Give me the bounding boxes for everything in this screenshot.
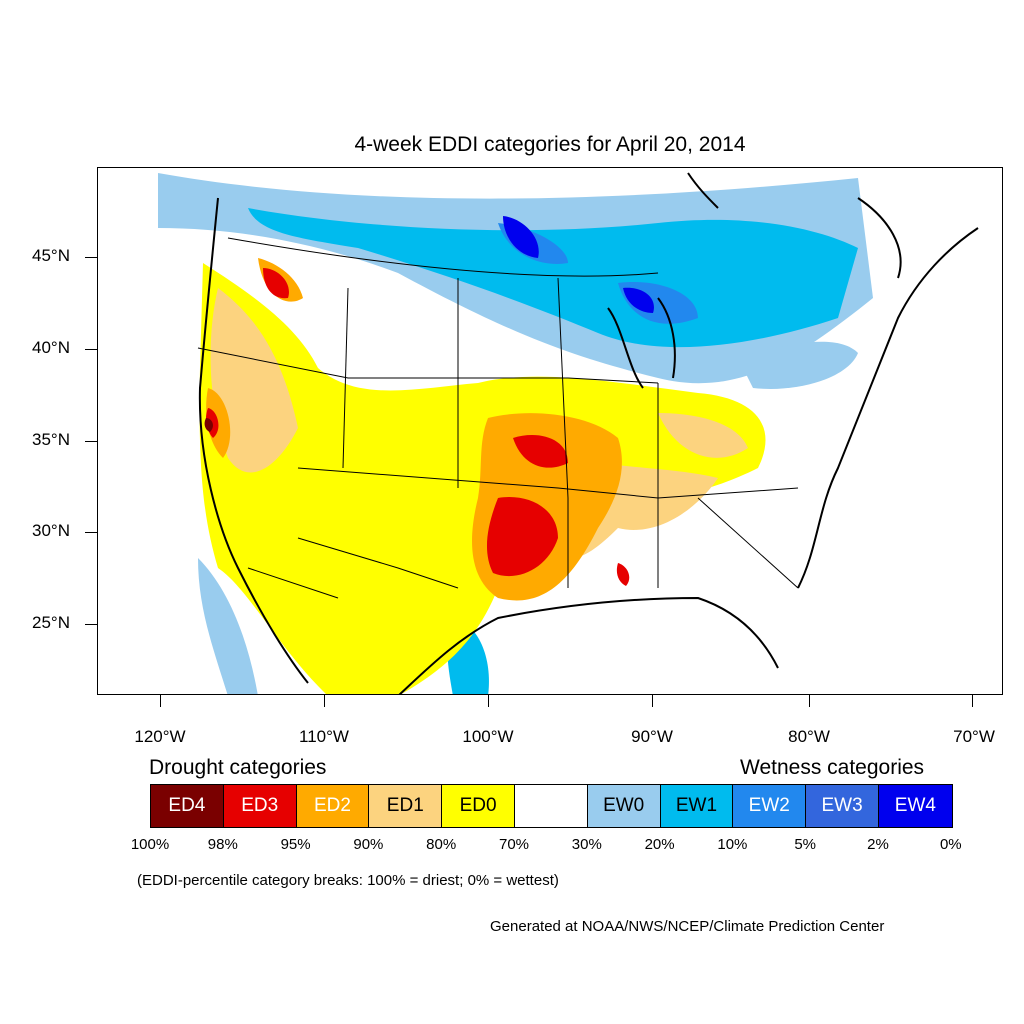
coastline (198, 172, 979, 694)
y-tick-label: 30°N (32, 521, 70, 540)
legend-break-label: 70% (498, 836, 530, 853)
legend-break-label: 100% (130, 836, 170, 853)
legend-break-label: 10% (717, 836, 748, 853)
legend-break-label: 90% (353, 836, 384, 853)
ed4-region (204, 418, 213, 432)
map-panel (97, 167, 1003, 695)
x-tick (972, 695, 973, 707)
legend-box-ed3: ED3 (223, 785, 297, 827)
legend-break-label: 5% (794, 836, 817, 853)
legend-box-ew3: EW3 (806, 785, 879, 827)
y-tick (85, 257, 97, 258)
y-tick (85, 349, 97, 350)
eddi-map (158, 172, 979, 694)
x-tick-label: 70°W (953, 727, 995, 746)
y-tick (85, 532, 97, 533)
wet-region-north-ew1 (248, 208, 858, 348)
category-note: (EDDI-percentile category breaks: 100% =… (137, 872, 559, 889)
legend-break-label: 80% (426, 836, 457, 853)
legend-box-ew2: EW2 (733, 785, 807, 827)
legend-box-ew4: EW4 (878, 785, 952, 827)
boundary-lines (197, 237, 799, 599)
legend-box-ew1: EW1 (660, 785, 734, 827)
credit-text: Generated at NOAA/NWS/NCEP/Climate Predi… (490, 918, 885, 935)
ed3-region (205, 268, 630, 586)
x-tick (652, 695, 653, 707)
legend-break-label: 2% (867, 836, 889, 853)
x-tick (324, 695, 325, 707)
legend-box-ed0: ED0 (442, 785, 515, 827)
drought-categories-heading: Drought categories (149, 756, 327, 779)
x-tick (488, 695, 489, 707)
x-tick (160, 695, 161, 707)
y-tick (85, 624, 97, 625)
legend-box-ed2: ED2 (296, 785, 370, 827)
legend-box-ed4: ED4 (151, 785, 224, 827)
legend-break-label: 30% (571, 836, 602, 853)
map-title: 4-week EDDI categories for April 20, 201… (354, 133, 746, 156)
legend-break-label: 98% (207, 836, 238, 853)
legend-box-ew0: EW0 (587, 785, 661, 827)
legend-colorbar: ED4 ED3 ED2 ED1 ED0 EW0 EW1 EW2 EW3 EW4 (150, 784, 953, 828)
x-tick (809, 695, 810, 707)
wet-region-ew4-lake (503, 216, 654, 313)
legend-box-neutral (514, 785, 588, 827)
y-tick-label: 40°N (32, 338, 70, 357)
wet-region-northeast (738, 341, 858, 389)
wet-region-southwest (198, 558, 258, 694)
x-tick-label: 90°W (631, 727, 673, 746)
legend-break-label: 0% (939, 836, 962, 853)
x-tick-label: 110°W (299, 727, 349, 746)
y-tick-label: 35°N (32, 430, 70, 449)
x-tick-label: 80°W (788, 727, 830, 746)
wetness-categories-heading: Wetness categories (740, 756, 925, 779)
y-tick (85, 441, 97, 442)
legend-break-label: 95% (280, 836, 311, 853)
legend-box-ed1: ED1 (369, 785, 443, 827)
y-tick-label: 25°N (32, 613, 70, 632)
x-tick-label: 120°W (134, 727, 186, 746)
x-tick-label: 100°W (462, 727, 514, 746)
legend-break-label: 20% (644, 836, 675, 853)
y-tick-label: 45°N (32, 246, 70, 265)
